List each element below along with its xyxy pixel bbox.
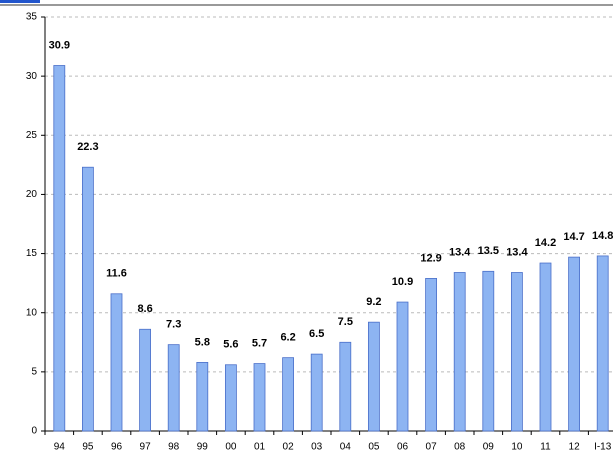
x-tick-label: 99 [197, 442, 209, 453]
x-tick-label: 05 [368, 442, 380, 453]
x-tick-label: 00 [225, 442, 237, 453]
value-label: 11.6 [106, 268, 127, 280]
bar [139, 328, 152, 432]
bar [310, 353, 323, 432]
y-tick-label: 10 [26, 307, 38, 318]
header-accent [0, 0, 40, 3]
x-tick-label: 11 [540, 442, 551, 453]
x-tick-label: 97 [140, 442, 152, 453]
bar [367, 321, 380, 432]
value-label: 13.4 [506, 246, 528, 258]
value-label: 5.8 [195, 336, 210, 348]
value-label: 22.3 [77, 141, 98, 153]
value-label: 13.5 [478, 245, 499, 257]
bar [196, 361, 209, 432]
x-tick-label: I-13 [594, 442, 612, 453]
y-tick-label: 20 [26, 189, 38, 200]
value-label: 14.8 [592, 230, 613, 242]
y-tick-label: 25 [26, 130, 38, 141]
bar [510, 272, 523, 432]
x-tick-label: 01 [254, 442, 266, 453]
value-label: 8.6 [137, 303, 152, 315]
value-label: 9.2 [366, 296, 381, 308]
x-tick-label: 08 [454, 442, 466, 453]
bar [596, 255, 609, 432]
bar [396, 301, 409, 432]
x-tick-label: 10 [511, 442, 523, 453]
bar [339, 341, 352, 432]
bar [453, 272, 466, 432]
x-tick-label: 98 [168, 442, 180, 453]
value-label: 5.7 [252, 337, 267, 349]
value-label: 7.5 [338, 316, 353, 328]
bar [539, 262, 552, 432]
bar [82, 166, 94, 432]
value-label: 6.2 [280, 332, 295, 344]
bar [282, 357, 295, 432]
x-tick-label: 09 [483, 442, 495, 453]
value-label: 7.3 [166, 319, 181, 331]
x-tick-label: 94 [54, 442, 66, 453]
x-tick-label: 07 [426, 442, 438, 453]
value-label: 30.9 [49, 39, 70, 51]
y-tick-label: 5 [31, 366, 37, 377]
y-tick-label: 35 [26, 12, 38, 23]
value-label: 5.6 [223, 339, 238, 351]
bar [224, 364, 237, 432]
bar [253, 363, 266, 432]
y-tick-label: 0 [31, 426, 37, 437]
value-label: 12.9 [420, 252, 441, 264]
x-tick-label: 03 [311, 442, 323, 453]
value-label: 13.4 [449, 246, 471, 258]
bar [167, 344, 180, 432]
y-tick-label: 30 [26, 71, 38, 82]
x-tick-label: 02 [283, 442, 295, 453]
bar [110, 293, 123, 432]
x-tick-label: 06 [397, 442, 409, 453]
bar [53, 65, 66, 432]
value-label: 14.7 [563, 231, 584, 243]
x-tick-label: 95 [82, 442, 94, 453]
x-tick-label: 12 [569, 442, 581, 453]
bar [568, 256, 580, 432]
value-label: 14.2 [535, 237, 556, 249]
x-tick-label: 96 [111, 442, 123, 453]
bar [425, 278, 438, 432]
bar [482, 270, 495, 432]
value-label: 6.5 [309, 328, 324, 340]
x-tick-label: 04 [340, 442, 352, 453]
y-tick-label: 15 [26, 248, 38, 259]
value-label: 10.9 [392, 276, 413, 288]
